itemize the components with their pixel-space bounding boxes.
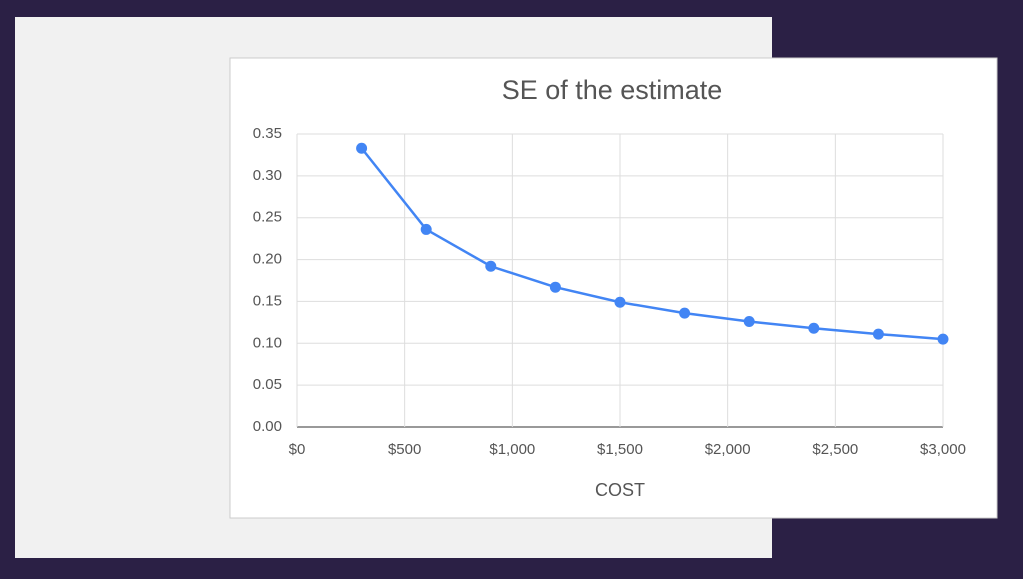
data-point xyxy=(549,281,561,293)
series-line xyxy=(360,147,944,341)
x-tick-label: $0 xyxy=(289,441,306,458)
y-tick-label: 0.25 xyxy=(253,209,282,226)
x-tick-label: $2,500 xyxy=(812,441,858,458)
y-tick-label: 0.15 xyxy=(253,292,282,309)
data-point xyxy=(872,328,884,340)
x-tick-label: $1,000 xyxy=(489,441,535,458)
x-tick-label: $2,000 xyxy=(705,441,751,458)
chart-card xyxy=(229,57,998,519)
data-point xyxy=(808,322,820,334)
y-tick-label: 0.30 xyxy=(253,167,282,184)
data-point xyxy=(743,316,755,328)
x-axis-label: COST xyxy=(595,480,645,500)
x-tick-label: $500 xyxy=(388,441,421,458)
data-point xyxy=(356,142,368,154)
y-tick-label: 0.00 xyxy=(253,418,282,435)
data-point xyxy=(679,307,691,319)
chart-title: SE of the estimate xyxy=(502,75,723,105)
data-point xyxy=(485,260,497,272)
x-tick-label: $3,000 xyxy=(920,441,966,458)
y-tick-label: 0.10 xyxy=(253,334,282,351)
x-tick-label: $1,500 xyxy=(597,441,643,458)
y-tick-label: 0.05 xyxy=(253,376,282,393)
data-point xyxy=(937,333,949,345)
y-tick-label: 0.20 xyxy=(253,251,282,268)
data-point xyxy=(420,223,432,235)
y-tick-label: 0.35 xyxy=(253,125,282,142)
data-point xyxy=(614,296,626,308)
